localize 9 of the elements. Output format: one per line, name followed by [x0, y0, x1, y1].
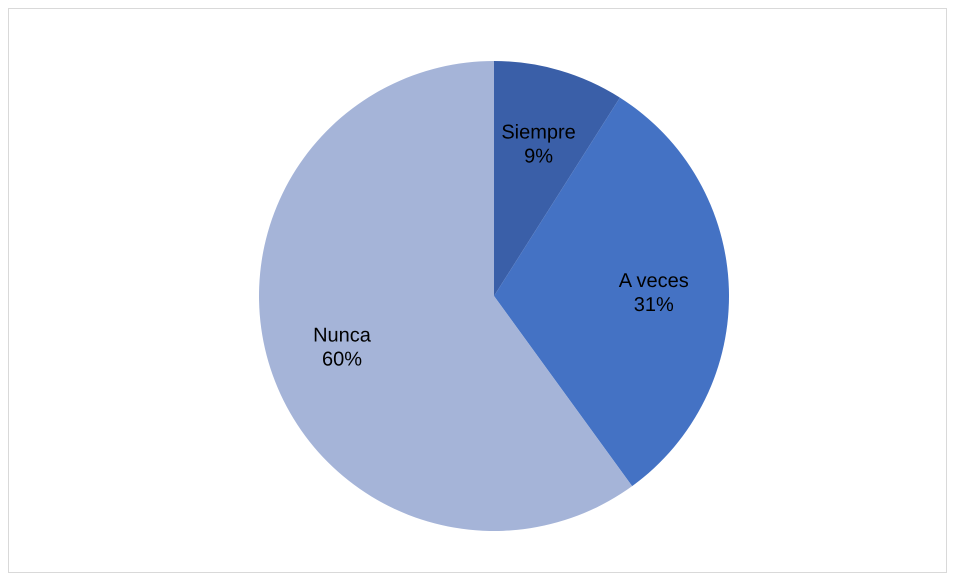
data-label: 60%	[322, 348, 362, 370]
slice-label: Nunca	[313, 324, 372, 346]
data-label: 31%	[634, 294, 674, 316]
pie-slice	[259, 61, 632, 531]
slice-label: Siempre	[501, 122, 576, 144]
slice-label: A veces	[618, 270, 689, 292]
pie-slice	[494, 61, 620, 296]
data-label: 9%	[524, 146, 554, 168]
pie-slice	[494, 98, 729, 486]
